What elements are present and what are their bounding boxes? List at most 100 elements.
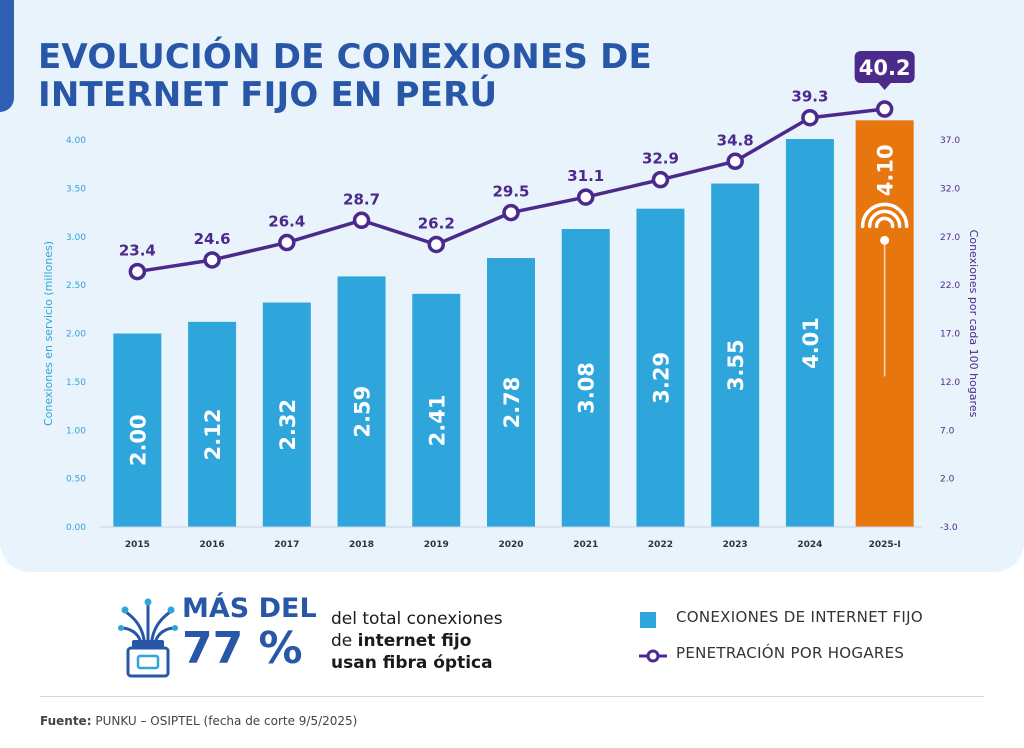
bar (636, 208, 685, 527)
corner-tab (0, 0, 14, 112)
left-tick-label: 1.00 (66, 426, 86, 436)
bar-value-label: 4.10 (874, 144, 898, 196)
wifi-dot (880, 235, 890, 245)
right-tick-label: 7.0 (940, 426, 955, 436)
penetration-point (128, 262, 147, 281)
legend-item-line: PENETRACIÓN POR HOGARES (639, 640, 1000, 676)
bar (785, 139, 834, 527)
penetration-value-label: 23.4 (119, 242, 156, 260)
bar (113, 333, 162, 527)
legend-item-bars: CONEXIONES DE INTERNET FIJO (640, 604, 1000, 640)
penetration-value-label: 29.5 (492, 183, 529, 201)
bar-value-label: 2.12 (201, 409, 225, 461)
right-tick-label: 17.0 (940, 330, 960, 340)
penetration-value-label: 26.4 (268, 213, 305, 231)
penetration-point (875, 100, 894, 118)
source-label: Fuente: (40, 714, 92, 728)
wifi-arc (874, 216, 895, 229)
footer-divider (40, 696, 984, 697)
bar-value-label: 2.78 (500, 377, 524, 429)
penetration-value-label: 24.6 (194, 230, 231, 248)
left-tick-label: 2.50 (66, 281, 86, 291)
bar (561, 229, 610, 527)
x-tick-label: 2018 (349, 540, 374, 550)
left-tick-label: 3.00 (66, 233, 86, 243)
fiber-text-2-pre: de (331, 631, 358, 651)
x-tick-label: 2025-I (869, 540, 901, 550)
legend-bar-label: CONEXIONES DE INTERNET FIJO (676, 608, 923, 626)
bar-value-label: 3.08 (575, 362, 599, 414)
right-tick-label: 12.0 (940, 378, 960, 388)
fiber-text-1: del total conexiones (331, 609, 503, 629)
bar (487, 258, 535, 527)
penetration-value-label: 26.2 (418, 214, 455, 232)
legend-bar-swatch (640, 612, 656, 628)
left-tick-label: 0.00 (66, 523, 86, 533)
chart-title: EVOLUCIÓN DE CONEXIONES DE INTERNET FIJO… (38, 38, 652, 114)
right-tick-label: 2.0 (940, 475, 955, 485)
bar (412, 293, 461, 527)
x-tick-label: 2023 (723, 540, 748, 550)
x-tick-label: 2015 (125, 540, 150, 550)
fiber-headline: MÁS DEL 77 % (182, 594, 317, 674)
bar-value-label: 2.59 (351, 386, 375, 438)
penetration-point (427, 235, 446, 254)
penetration-point (576, 188, 595, 206)
penetration-value-label: 28.7 (343, 190, 380, 208)
title-line-2: INTERNET FIJO EN PERÚ (38, 75, 498, 115)
legend-line-swatch (639, 649, 667, 663)
penetration-point (502, 203, 520, 222)
left-tick-label: 4.00 (66, 136, 86, 146)
bar-value-label: 3.55 (724, 339, 748, 391)
x-tick-label: 2024 (797, 540, 822, 550)
highlight-callout-pointer (877, 82, 892, 91)
fiber-headline-1: MÁS DEL (182, 593, 317, 624)
left-tick-label: 1.50 (66, 378, 86, 388)
combo-chart: 0.00 0.50 1.00 1.50 2.00 2.50 3.00 3.50 4.00 -3.0… (42, 51, 980, 550)
fiber-stat: MÁS DEL 77 % del total conexiones de int… (118, 594, 578, 684)
bar (711, 183, 760, 527)
penetration-value-label: 32.9 (642, 150, 679, 168)
fiber-text-2-bold: internet fijo (357, 631, 472, 651)
bar-value-label: 4.01 (799, 317, 823, 369)
x-tick-label: 2017 (274, 540, 299, 550)
right-tick-label: 32.0 (940, 184, 960, 194)
title-line-1: EVOLUCIÓN DE CONEXIONES DE (38, 37, 652, 77)
fiber-description: del total conexiones de internet fijo us… (331, 608, 503, 674)
penetration-value-label: 40.2 (859, 56, 911, 80)
right-tick-label: 22.0 (940, 281, 960, 291)
fiber-text-3: usan fibra óptica (331, 652, 503, 674)
x-tick-label: 2019 (424, 540, 449, 550)
fiber-text-3-bold: usan fibra óptica (331, 653, 493, 673)
x-tick-label: 2020 (498, 540, 523, 550)
left-tick-label: 3.50 (66, 184, 86, 194)
penetration-value-label: 39.3 (791, 88, 828, 106)
x-tick-label: 2022 (648, 540, 673, 550)
chart-legend: CONEXIONES DE INTERNET FIJO PENETRACIÓN … (639, 604, 1000, 676)
wifi-arc (860, 202, 909, 229)
bar-value-label: 2.32 (276, 399, 300, 451)
penetration-point (203, 251, 221, 269)
bar-value-label: 3.29 (649, 352, 673, 404)
left-tick-label: 2.00 (66, 330, 86, 340)
penetration-point (801, 108, 819, 127)
highlight-callout (854, 51, 915, 84)
x-tick-label: 2016 (200, 540, 225, 550)
x-tick-label: 2021 (573, 540, 598, 550)
right-axis-title: Conexiones por cada 100 hogares (967, 230, 980, 418)
source-note: Fuente: PUNKU – OSIPTEL (fecha de corte … (40, 714, 357, 728)
left-tick-label: 0.50 (66, 475, 86, 485)
fiber-text-2: de internet fijo (331, 630, 503, 652)
right-tick-label: 27.0 (940, 233, 960, 243)
bar (262, 302, 311, 527)
fiber-headline-2: 77 % (182, 623, 303, 674)
bar (188, 321, 237, 527)
bar-value-label: 2.00 (126, 414, 150, 466)
right-tick-label: -3.0 (940, 523, 958, 533)
left-axis-title: Conexiones en servicio (millones) (42, 241, 55, 426)
bar-value-label: 2.41 (425, 395, 449, 447)
legend-line-label: PENETRACIÓN POR HOGARES (676, 644, 905, 662)
penetration-point (352, 211, 371, 230)
penetration-value-label: 31.1 (567, 167, 604, 185)
penetration-point (651, 170, 670, 189)
